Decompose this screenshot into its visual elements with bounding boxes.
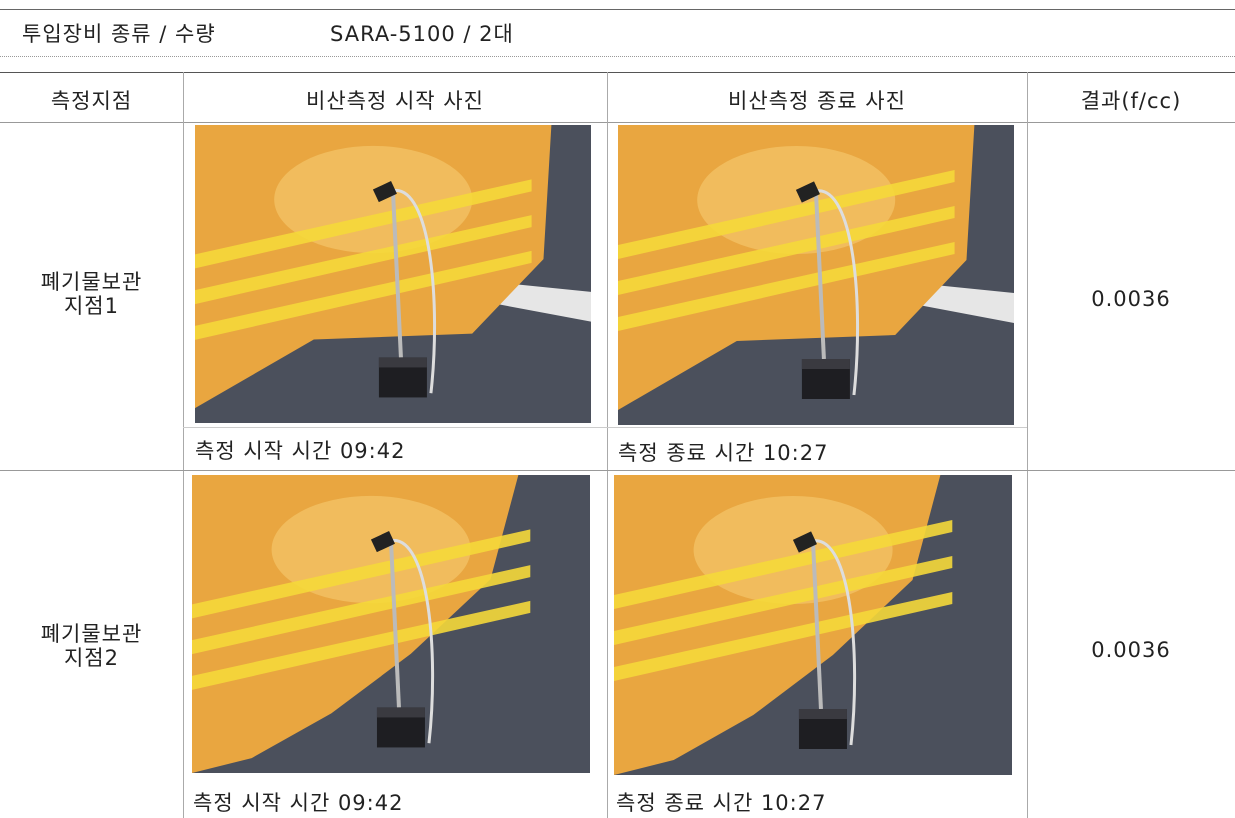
tape (618, 242, 955, 331)
device-top (801, 359, 850, 369)
location: 폐기물보관 지점2 (0, 622, 183, 670)
top-rule (0, 9, 1235, 10)
photo (614, 475, 1012, 779)
tape (192, 565, 531, 655)
location-line: 지점2 (63, 646, 119, 670)
photo (618, 125, 1014, 429)
tube (815, 189, 860, 396)
col-rule (607, 72, 608, 818)
sensor (792, 531, 817, 553)
table-top (0, 72, 1235, 73)
col-header: 결과(f/cc) (1080, 89, 1182, 113)
device-top (798, 709, 847, 719)
pole (390, 190, 403, 358)
tape (614, 520, 953, 609)
tape (614, 556, 953, 645)
tape (192, 529, 531, 619)
tape (614, 592, 953, 681)
pole (810, 540, 823, 710)
location-line: 지점1 (63, 294, 119, 318)
photo-image (618, 125, 1014, 425)
tape (192, 600, 531, 690)
result: 0.0036 (1091, 638, 1171, 662)
caption: 측정 종료 시간 10:27 (618, 441, 829, 465)
col-rule (183, 72, 184, 818)
col-header: 측정지점 (50, 89, 133, 113)
caption-rule (183, 427, 1027, 428)
photo-image (614, 475, 1012, 775)
tape (195, 250, 532, 340)
row-rule (0, 470, 1235, 471)
sensor (795, 181, 820, 203)
header-rule (0, 56, 1235, 57)
tape (195, 215, 532, 305)
caption: 측정 종료 시간 10:27 (616, 791, 827, 815)
caption: 측정 시작 시간 09:42 (195, 439, 406, 463)
photo-image (192, 475, 590, 773)
location-line: 폐기물보관 (40, 270, 143, 294)
location-line: 폐기물보관 (40, 622, 143, 646)
pole (813, 190, 826, 360)
row-rule (0, 122, 1235, 123)
sensor (372, 181, 397, 203)
sensor (370, 531, 395, 553)
pole (388, 540, 401, 708)
equipment-value: SARA-5100 / 2대 (330, 22, 514, 46)
tape (618, 206, 955, 295)
photo-image (195, 125, 591, 423)
photo (195, 125, 591, 427)
tape (618, 170, 955, 259)
col-header: 비산측정 종료 사진 (728, 89, 906, 113)
location: 폐기물보관 지점1 (0, 270, 183, 318)
tape (195, 179, 532, 269)
col-header: 비산측정 시작 사진 (306, 89, 484, 113)
result: 0.0036 (1091, 287, 1171, 311)
photo (192, 475, 590, 777)
tube (390, 539, 435, 744)
equipment-label: 투입장비 종류 / 수량 (22, 22, 216, 46)
device-top (378, 357, 427, 368)
device-top (376, 707, 425, 718)
caption: 측정 시작 시간 09:42 (193, 791, 404, 815)
tube (812, 539, 857, 746)
tube (392, 189, 437, 394)
col-rule (1027, 72, 1028, 818)
